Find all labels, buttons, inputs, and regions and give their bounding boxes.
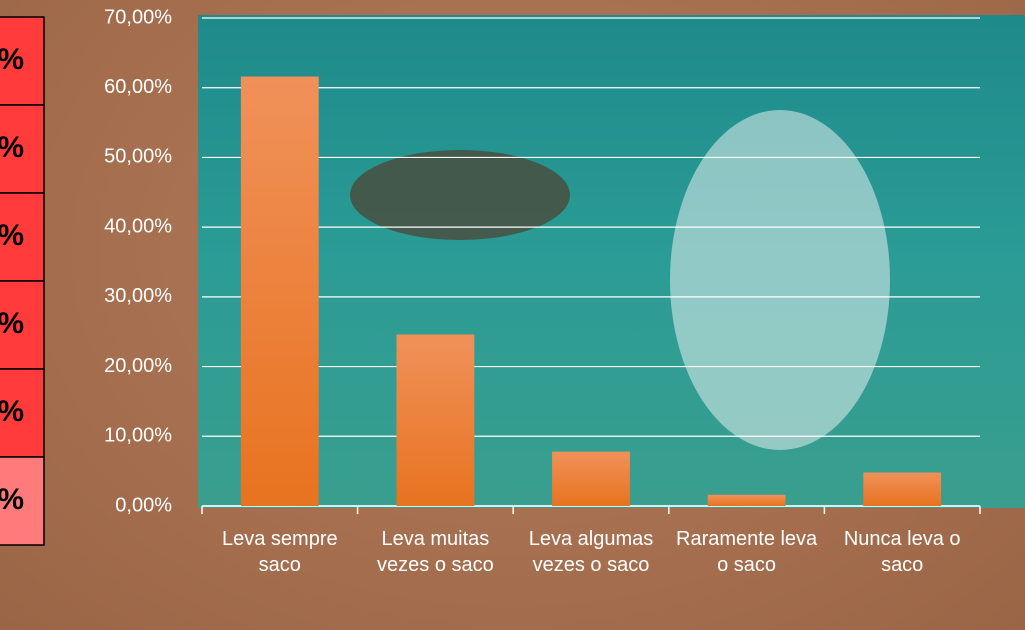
y-tick-label: 10,00% [104,425,172,447]
y-tick-label: 40,00% [104,215,172,237]
table-cell-text: % [0,131,24,164]
y-tick-label: 0,00% [115,494,172,516]
table-cell-text: % [0,483,24,516]
plastic-bag [670,110,890,450]
x-tick-label: Leva muitas vezes o saco [377,528,494,576]
bar [707,494,786,506]
bar [552,451,630,506]
table-cell-text: % [0,307,24,340]
table-cell-text: % [0,43,24,76]
bar [396,334,475,506]
photo-background [198,15,1025,508]
y-tick-label: 20,00% [104,355,172,377]
x-tick-label: Leva sempre saco [221,528,338,576]
y-tick-label: 30,00% [104,285,172,307]
table-cell-text: % [0,219,24,252]
y-tick-label: 70,00% [104,6,172,28]
x-tick-label: Raramente leva o saco [676,528,818,576]
turtle [350,150,570,240]
x-tick-label: Leva algumas vezes o saco [528,528,654,576]
y-tick-label: 50,00% [104,146,172,168]
table-cell [0,456,45,546]
table-cell-text: % [0,395,24,428]
y-tick-label: 60,00% [104,76,172,98]
table-cell [0,368,45,458]
bar [863,472,942,506]
x-tick-label: Nunca leva o saco [843,528,961,576]
bar [240,76,319,506]
table-cell [0,280,45,370]
table-cell [0,104,45,194]
